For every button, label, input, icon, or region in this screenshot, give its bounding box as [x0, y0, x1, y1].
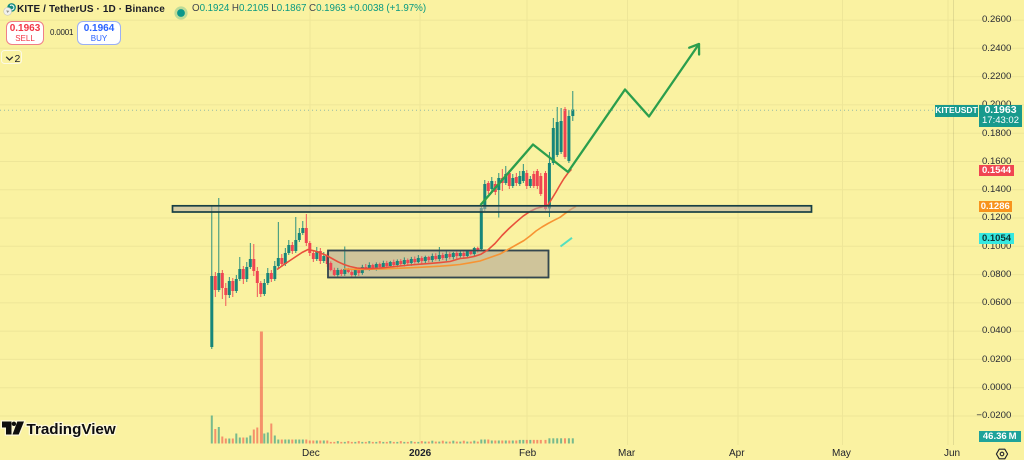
- svg-text:TradingView: TradingView: [27, 421, 116, 438]
- svg-text:TradingView: TradingView: [27, 421, 116, 438]
